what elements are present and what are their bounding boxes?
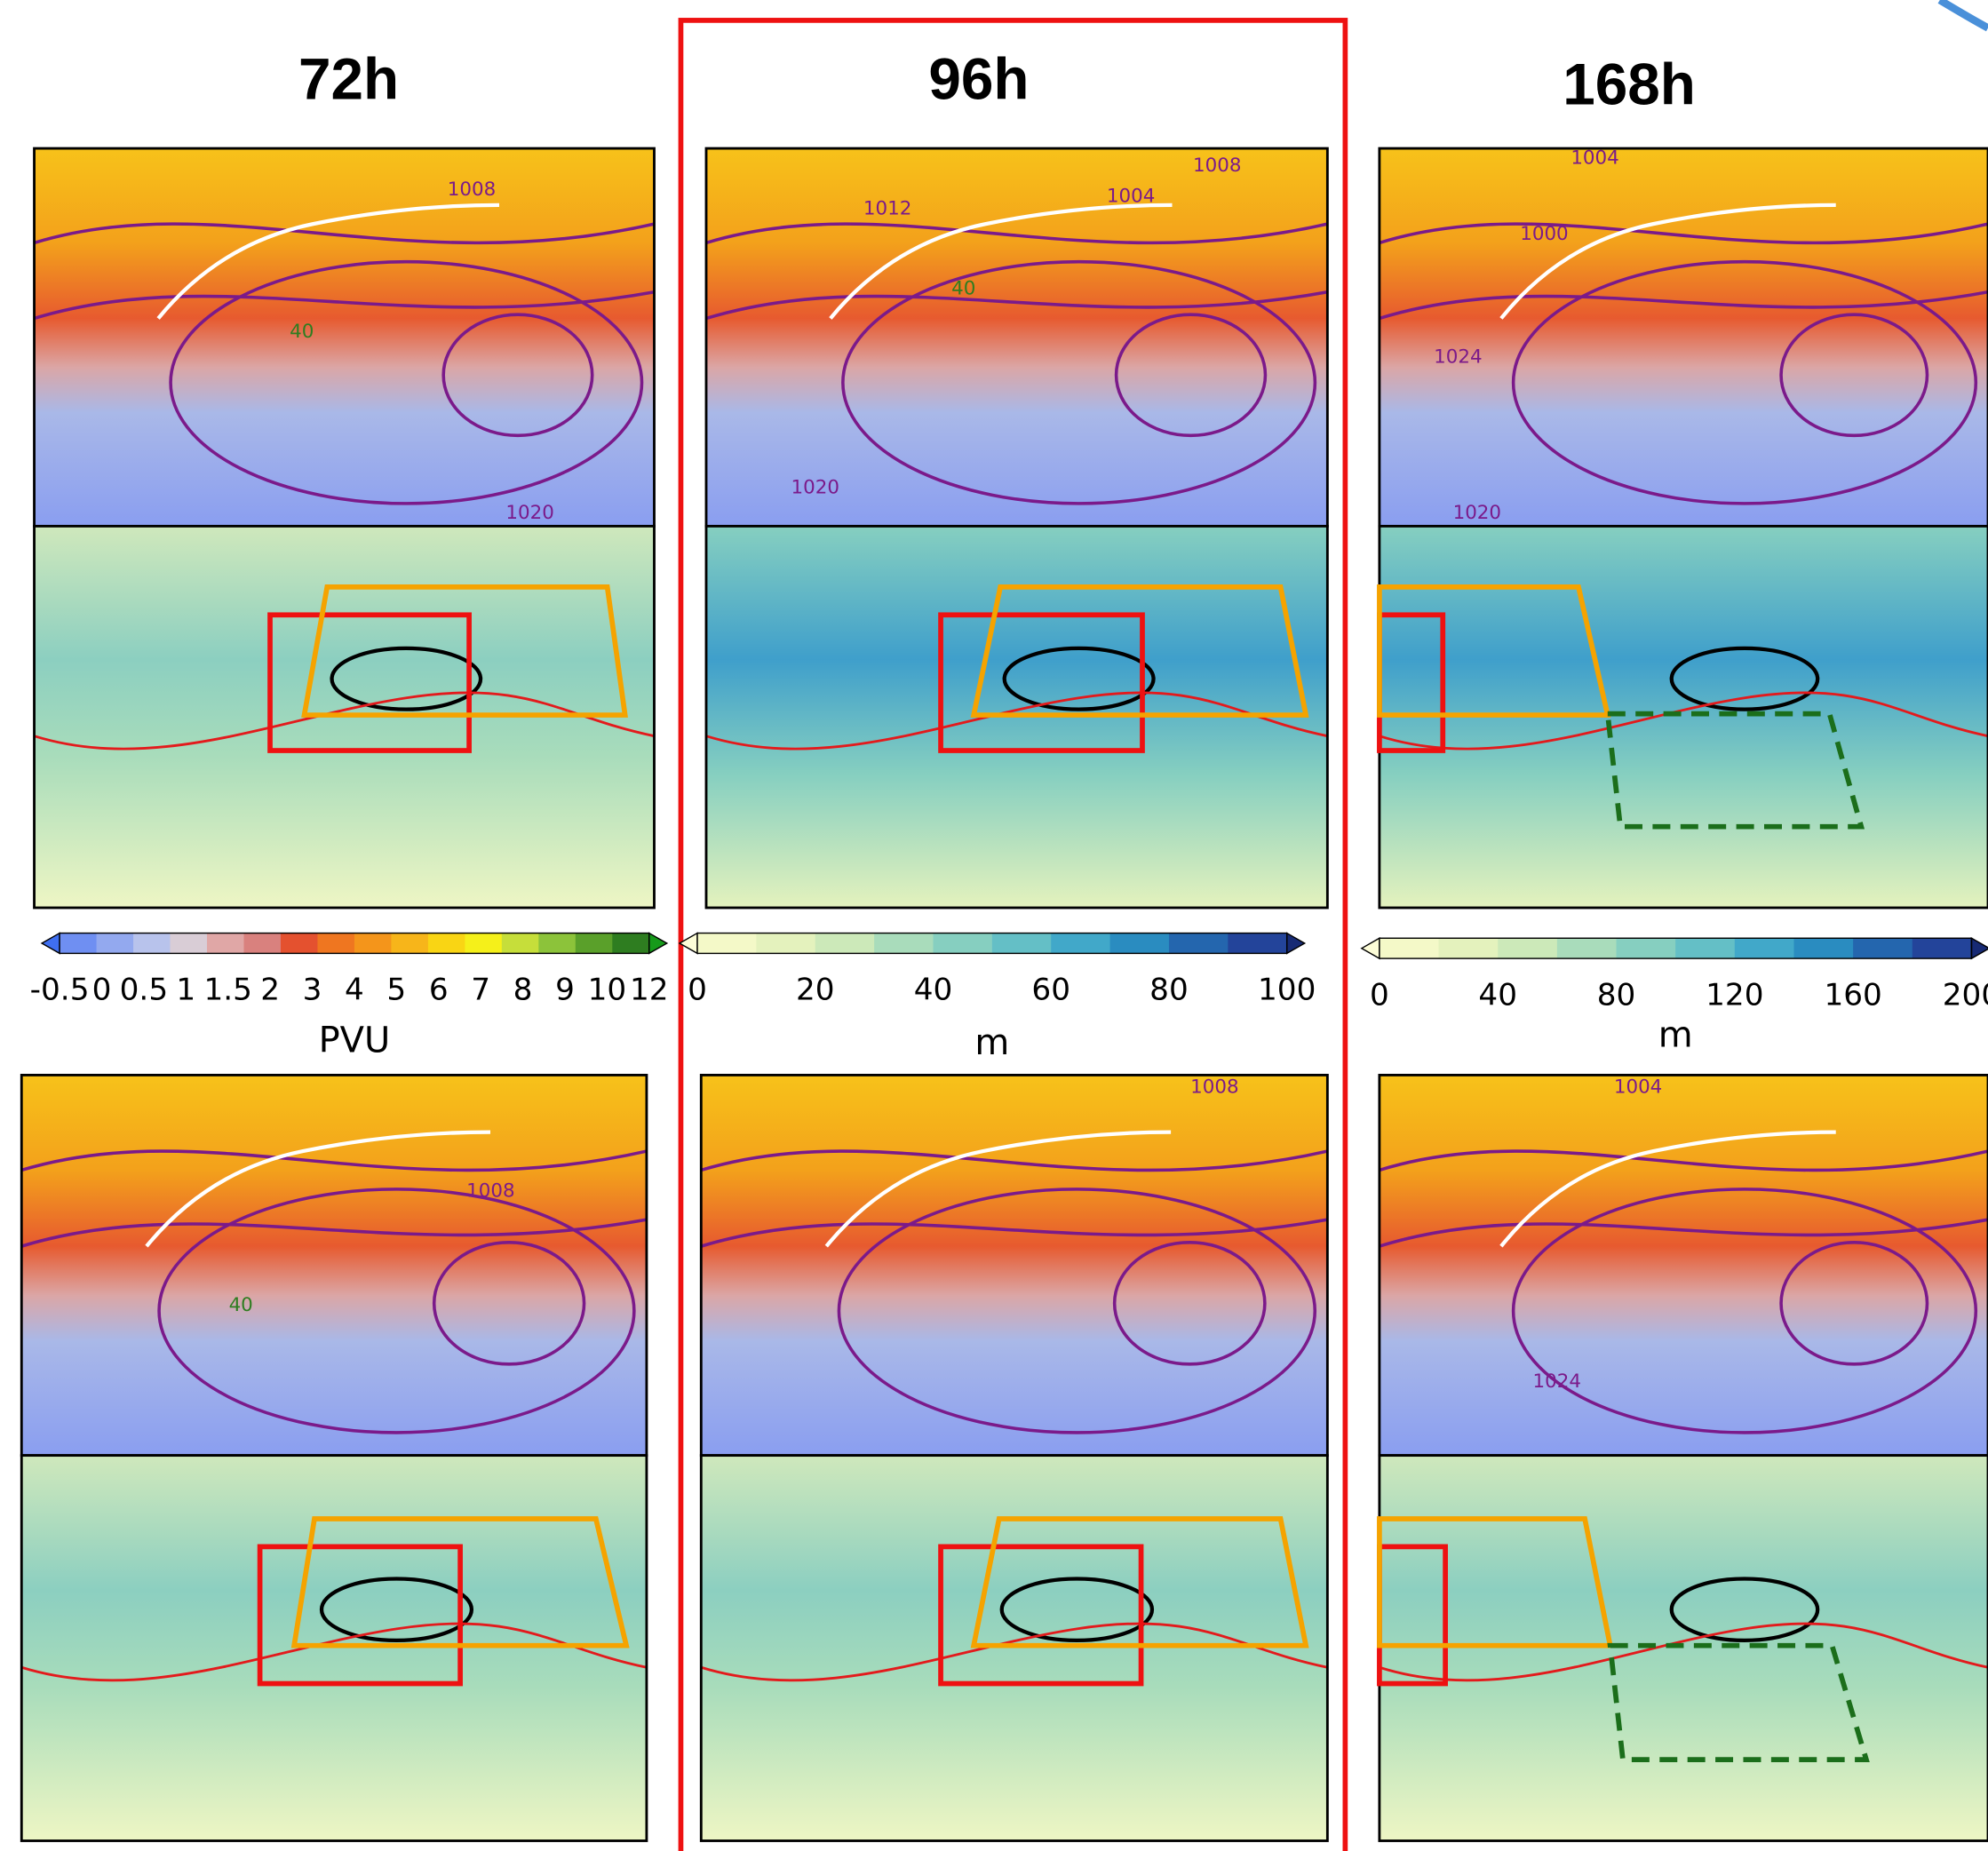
colorbar-segment [538, 933, 576, 954]
colorbar-segment [60, 933, 97, 954]
colorbar-segment [465, 933, 502, 954]
colorbar-tick-label: 0 [688, 973, 707, 1008]
colorbar-segment [281, 933, 318, 954]
colorbar-segment [1498, 938, 1557, 958]
colorbar-tick-label: -0.5 [30, 973, 90, 1008]
colorbar-extend [649, 933, 667, 954]
colorbar-segment [1439, 938, 1499, 958]
contour-label: 1008 [1193, 155, 1241, 177]
colorbar-tick-label: 60 [1031, 973, 1070, 1008]
pv-field [21, 1075, 647, 1455]
corner-arc [1940, 0, 1988, 28]
colorbar-segment [1853, 938, 1912, 958]
colorbar-tick-label: 0 [1370, 977, 1389, 1013]
column-title: 168h [1563, 52, 1696, 116]
colorbar-tick-label: 8 [513, 973, 533, 1008]
colorbar-segment [1051, 933, 1110, 954]
colorbar-segment [874, 933, 934, 954]
contour-label: 1024 [1434, 346, 1482, 369]
contour-label: 1008 [466, 1180, 514, 1203]
colorbar-tick-label: 0.5 [120, 973, 168, 1008]
colorbar-tick-label: 5 [386, 973, 406, 1008]
colorbar-segment [428, 933, 465, 954]
colorbar-tick-label: 200 [1943, 977, 1988, 1013]
colorbar-segment [502, 933, 539, 954]
colorbar-segment [317, 933, 354, 954]
colorbar-segment [1675, 938, 1735, 958]
colorbar-segment [612, 933, 649, 954]
colorbar-segment [1169, 933, 1229, 954]
colorbar-tick-label: 160 [1824, 977, 1881, 1013]
colorbar-segment [933, 933, 992, 954]
colorbar-segment [354, 933, 392, 954]
colorbar-segment [576, 933, 613, 954]
colorbar-tick-label: 40 [914, 973, 953, 1008]
colorbar-tick-label: 7 [471, 973, 490, 1008]
colorbar-segment [815, 933, 875, 954]
contour-label: 40 [951, 277, 975, 299]
column-title: 72h [298, 47, 399, 112]
colorbar-tick-label: 4 [345, 973, 364, 1008]
pv-field [35, 148, 655, 526]
contour-label: 1008 [448, 179, 496, 201]
colorbar-segment [243, 933, 281, 954]
colorbar-tick-label: 10 [588, 973, 627, 1008]
colorbar-segment [1228, 933, 1287, 954]
colorbar-segment [697, 933, 757, 954]
column-title: 96h [928, 47, 1029, 112]
colorbar-tick-label: 1.5 [203, 973, 251, 1008]
contour-label: 1000 [1520, 223, 1568, 245]
colorbar-segment [1912, 938, 1972, 958]
contour-label: 40 [229, 1294, 253, 1316]
colorbar-segment [1110, 933, 1170, 954]
colorbar-tick-label: 40 [1478, 977, 1517, 1013]
colorbar-tick-label: 2 [260, 973, 280, 1008]
colorbar-tick-label: 1 [176, 973, 195, 1008]
contour-label: 1020 [1453, 502, 1501, 524]
contour-label: 1004 [1614, 1076, 1662, 1099]
colorbar-tick-label: 3 [303, 973, 322, 1008]
colorbar-tick-label: 12 [630, 973, 669, 1008]
contour-label: 1020 [791, 477, 839, 499]
contour-label: 1008 [1190, 1076, 1238, 1099]
colorbar-unit: m [1658, 1015, 1693, 1056]
pv-field [1380, 1075, 1988, 1455]
contour-label: 40 [290, 321, 314, 343]
contour-label: 1012 [863, 198, 911, 220]
pv-field [706, 148, 1327, 526]
colorbar-segment [992, 933, 1052, 954]
colorbar-segment [133, 933, 171, 954]
colorbar-segment [1557, 938, 1617, 958]
contour-label: 1004 [1107, 185, 1155, 207]
colorbar-segment [391, 933, 428, 954]
pv-field [701, 1075, 1327, 1455]
colorbar-extend [1287, 933, 1305, 954]
colorbar-segment [171, 933, 208, 954]
colorbar-tick-label: 9 [555, 973, 575, 1008]
contour-label: 1024 [1533, 1370, 1581, 1393]
pv-field [1380, 148, 1988, 526]
contour-label: 1004 [1571, 147, 1618, 169]
colorbar-segment [756, 933, 815, 954]
figure: 72h1008401020100840-0.500.511.5234567891… [0, 0, 1988, 1851]
colorbar-tick-label: 80 [1149, 973, 1189, 1008]
colorbar-unit: m [974, 1022, 1009, 1063]
colorbar-segment [1380, 938, 1439, 958]
colorbar-tick-label: 100 [1258, 973, 1316, 1008]
colorbar-tick-label: 20 [796, 973, 835, 1008]
colorbar-segment [1617, 938, 1676, 958]
colorbar-tick-label: 0 [92, 973, 112, 1008]
colorbar-tick-label: 6 [429, 973, 449, 1008]
colorbar-unit: PVU [319, 1020, 391, 1061]
colorbar-extend [1971, 938, 1988, 958]
colorbar-extend [42, 933, 60, 954]
colorbar-segment [1793, 938, 1853, 958]
colorbar-segment [97, 933, 134, 954]
colorbar-extend [1362, 938, 1380, 958]
colorbar-tick-label: 120 [1706, 977, 1763, 1013]
colorbar-segment [207, 933, 244, 954]
contour-label: 1020 [505, 502, 553, 524]
colorbar-tick-label: 80 [1597, 977, 1636, 1013]
colorbar-segment [1735, 938, 1794, 958]
